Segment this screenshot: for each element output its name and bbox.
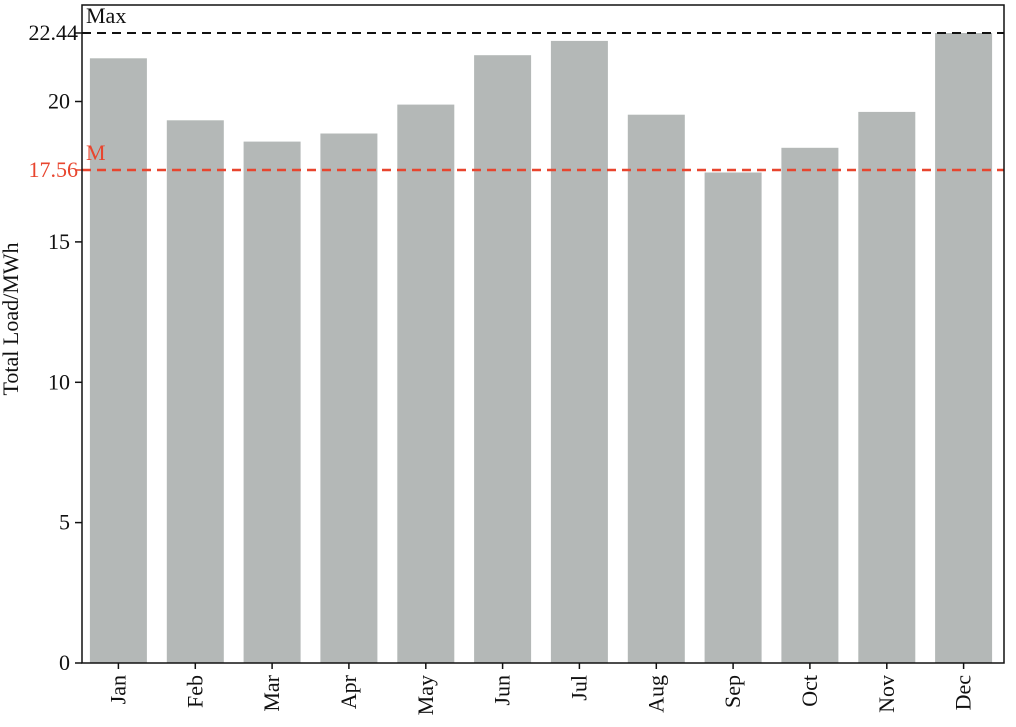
- x-tick-label: Aug: [643, 675, 668, 713]
- y-axis-label: Total Load/MWh: [0, 242, 23, 395]
- bar-oct: [781, 147, 839, 664]
- y-tick-label: 10: [48, 369, 70, 394]
- x-tick-label: Dec: [951, 675, 976, 711]
- y-tick-label: 5: [59, 510, 70, 535]
- plot-frame: [81, 4, 1005, 664]
- bar-may: [397, 104, 455, 664]
- bar-jan: [89, 58, 147, 664]
- y-tick-label: 15: [48, 229, 70, 254]
- bar-mar: [243, 141, 301, 664]
- bar-aug: [627, 114, 685, 663]
- bar-jun: [474, 55, 532, 663]
- y-tick-label: 20: [48, 89, 70, 114]
- x-tick-label: Jan: [105, 675, 130, 704]
- x-tick-label: Jul: [566, 675, 591, 701]
- bar-apr: [320, 133, 378, 663]
- bar-sep: [704, 172, 762, 663]
- x-tick-label: Oct: [797, 675, 822, 707]
- x-tick-label: May: [413, 675, 438, 715]
- x-tick-label: Mar: [259, 674, 284, 711]
- ref-name-label-m: M: [86, 140, 106, 165]
- ref-name-label-max: Max: [86, 3, 126, 28]
- ref-value-label-m: 17.56: [29, 157, 79, 182]
- bar-feb: [166, 120, 224, 664]
- ref-value-label-max: 22.44: [29, 20, 79, 45]
- x-tick-label: Apr: [336, 674, 361, 709]
- x-tick-label: Feb: [182, 675, 207, 708]
- x-tick-label: Sep: [720, 675, 745, 708]
- bar-jul: [550, 40, 608, 663]
- x-tick-label: Nov: [874, 675, 899, 713]
- bar-dec: [935, 33, 993, 663]
- bar-nov: [858, 111, 916, 663]
- x-tick-label: Jun: [490, 675, 515, 706]
- y-tick-label: 0: [59, 650, 70, 675]
